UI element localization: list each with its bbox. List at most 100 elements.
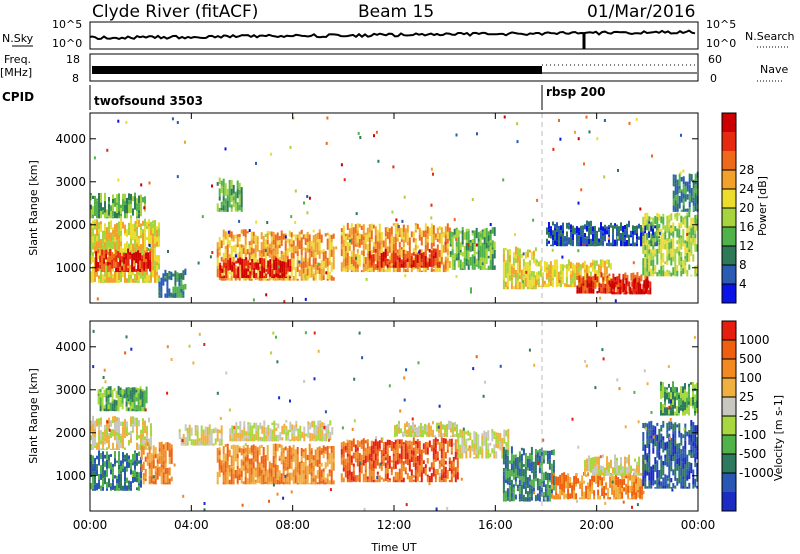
vel-cell — [107, 390, 110, 395]
power-cell — [449, 254, 452, 258]
vel-cell — [298, 469, 301, 475]
vel-cell — [454, 434, 456, 437]
power-cell — [598, 242, 600, 246]
power-cell — [502, 284, 505, 290]
power-cell — [590, 243, 592, 247]
power-cell — [370, 254, 373, 260]
power-cell — [364, 235, 367, 244]
vel-cell — [143, 390, 146, 396]
power-cell — [690, 227, 693, 232]
power-cell — [676, 185, 679, 195]
power-cell — [344, 233, 347, 237]
power-cell — [103, 260, 106, 264]
power-cell — [226, 188, 229, 196]
vel-cell — [104, 475, 106, 478]
vel-cell — [587, 497, 590, 500]
power-cell — [285, 262, 288, 269]
power-cell — [219, 262, 222, 265]
vel-cell — [94, 420, 96, 429]
vel-cell — [252, 450, 255, 459]
vel-cell — [254, 482, 257, 485]
vel-cell — [278, 476, 281, 481]
power-cell — [608, 284, 611, 292]
power-cell — [678, 255, 681, 258]
vel-cell — [309, 432, 312, 436]
vel-cell — [454, 421, 456, 427]
vel-cell — [438, 475, 441, 483]
power-cell — [436, 233, 439, 239]
power-cell — [610, 222, 612, 226]
vel-cell — [559, 496, 562, 500]
vel-cell — [103, 405, 106, 409]
power-cell — [444, 256, 447, 260]
power-cell — [580, 229, 582, 237]
vel-cell — [575, 484, 578, 487]
vel-cell — [394, 476, 397, 481]
vel-cell — [370, 470, 373, 477]
power-cell — [676, 240, 679, 245]
power-cell — [642, 242, 645, 247]
vel-cell — [188, 433, 191, 441]
power-cell — [640, 241, 642, 247]
vel-cell — [573, 490, 576, 499]
power-cell — [98, 200, 100, 209]
power-cell — [94, 241, 96, 246]
vel-cell — [382, 444, 385, 448]
power-cell — [104, 201, 106, 207]
vel-cell — [544, 499, 547, 502]
power-cell — [350, 223, 353, 228]
vel-cell — [96, 446, 98, 450]
power-cell — [102, 281, 104, 283]
vel-cell — [284, 459, 287, 463]
vel-cell — [132, 476, 134, 483]
vel-cell — [116, 417, 118, 422]
power-cell — [266, 278, 269, 281]
power-cell — [463, 245, 466, 255]
power-speck — [679, 171, 682, 175]
power-cell — [620, 240, 622, 247]
power-cell — [228, 277, 231, 281]
power-cell — [348, 256, 351, 263]
vel-cell — [290, 476, 293, 481]
vel-cell — [224, 472, 227, 482]
vel-cell — [332, 458, 335, 463]
power-cell — [304, 238, 307, 245]
power-cell — [615, 281, 618, 284]
power-cell — [220, 271, 223, 276]
power-cell — [444, 235, 447, 242]
vel-cell — [538, 497, 541, 502]
power-cell — [142, 281, 144, 283]
vel-cell — [376, 449, 379, 457]
vel-cell — [360, 439, 363, 445]
power-cell — [510, 263, 513, 267]
power-cell — [658, 224, 661, 228]
power-cell — [550, 235, 552, 239]
power-cell — [239, 257, 242, 265]
power-speck — [577, 249, 580, 253]
power-cell — [688, 225, 691, 233]
vel-cell — [507, 439, 510, 443]
vel-cell — [112, 472, 114, 480]
vel-cell — [164, 482, 167, 485]
vel-cell — [438, 464, 441, 469]
power-cell — [96, 219, 98, 228]
vel-cell — [380, 464, 383, 471]
power-speck — [583, 162, 585, 166]
vel-cell — [94, 457, 96, 464]
vel-cell — [127, 393, 130, 399]
power-speck — [340, 163, 343, 167]
vel-cell — [473, 431, 476, 440]
power-cell — [652, 249, 655, 256]
vel-cell — [135, 389, 138, 393]
power-cell — [502, 262, 505, 267]
vel-cell — [416, 439, 419, 442]
power-cell — [485, 256, 488, 259]
vel-cell — [434, 435, 436, 438]
power-cell — [90, 240, 92, 247]
vel-cell — [502, 481, 505, 490]
power-speck — [552, 147, 555, 151]
power-cell — [696, 264, 699, 274]
power-cell — [230, 238, 233, 242]
power-cell — [388, 231, 391, 239]
vel-cell — [522, 476, 525, 482]
